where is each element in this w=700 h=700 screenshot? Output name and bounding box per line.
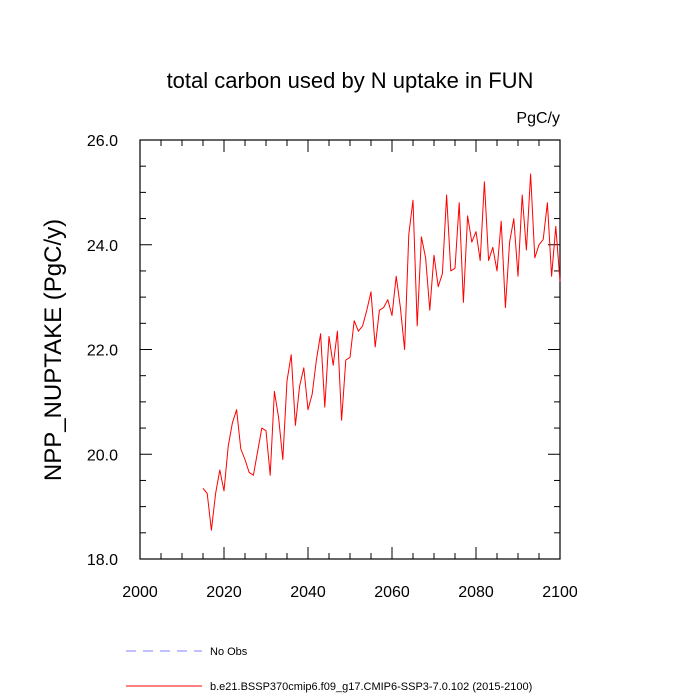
y-tick-label: 26.0: [87, 133, 118, 150]
plot-area-frame: [139, 139, 561, 560]
axis-tick-labels: 2000 2020 2040 2060 2080 2100 18.0 20.0 22.0 24.0…: [87, 133, 578, 601]
series-layer: [202, 173, 561, 531]
x-tick-label: 2000: [122, 584, 158, 601]
y-axis-label: NPP_NUPTAKE (PgC/y): [40, 219, 67, 481]
y-tick-label: 18.0: [87, 552, 118, 569]
y-tick-label: 20.0: [87, 447, 118, 464]
legend-label: b.e21.BSSP370cmip6.f09_g17.CMIP6-SSP3-7.…: [210, 681, 532, 693]
x-tick-label: 2020: [206, 584, 242, 601]
units-label: PgC/y: [516, 110, 560, 127]
x-tick-label: 2040: [290, 584, 326, 601]
legend-label: No Obs: [210, 646, 248, 658]
x-tick-label: 2060: [374, 584, 410, 601]
y-tick-label: 24.0: [87, 238, 118, 255]
legend: No Obs b.e21.BSSP370cmip6.f09_g17.CMIP6-S…: [126, 646, 532, 693]
y-tick-label: 22.0: [87, 343, 118, 360]
axis-ticks: [139, 139, 561, 560]
x-tick-label: 2080: [458, 584, 494, 601]
chart-title: total carbon used by N uptake in FUN: [167, 68, 534, 93]
x-tick-label: 2100: [542, 584, 578, 601]
series-line: [202, 173, 561, 531]
